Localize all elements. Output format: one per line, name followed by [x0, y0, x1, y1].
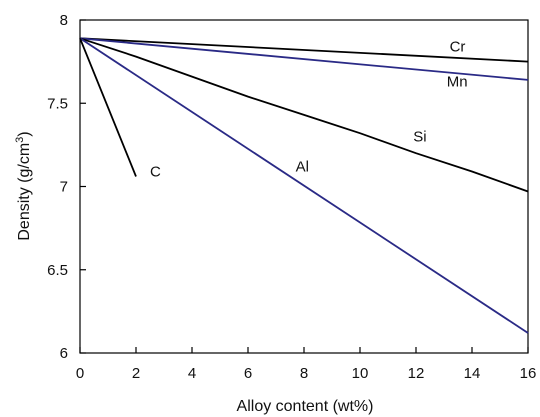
y-tick-label: 7: [60, 179, 68, 196]
x-axis-title: Alloy content (wt%): [237, 398, 374, 415]
x-tick-label: 16: [520, 365, 537, 382]
x-tick-label: 6: [244, 365, 252, 382]
x-tick-label: 12: [408, 365, 425, 382]
y-tick-label: 6: [60, 345, 68, 362]
series-label-c: C: [150, 164, 161, 181]
x-axis-ticks: 0 2 4 6 8 10 12 14 16: [76, 347, 537, 382]
x-tick-label: 2: [132, 365, 140, 382]
x-tick-label: 4: [188, 365, 196, 382]
series-label-si: Si: [413, 129, 426, 146]
y-axis-title-end: ): [16, 131, 33, 136]
series-label-al: Al: [296, 159, 309, 176]
series-line-cr: [79, 37, 529, 63]
series-labels: Cr Mn Si Al C: [150, 39, 468, 181]
series-label-cr: Cr: [450, 39, 466, 56]
y-axis-title-sup: 3: [14, 137, 26, 143]
series-label-mn: Mn: [447, 74, 468, 91]
y-axis-ticks: 6 6.5 7 7.5 8: [47, 12, 86, 362]
series-line-mn: [79, 37, 529, 81]
y-tick-label: 8: [60, 12, 68, 29]
x-tick-label: 14: [464, 365, 481, 382]
series-line-c: [79, 37, 137, 177]
y-tick-label: 7.5: [47, 95, 68, 112]
series-layer: [79, 37, 529, 334]
y-axis-title: Density (g/cm3): [14, 131, 33, 240]
series-line-al: [79, 37, 529, 334]
series-line-si: [79, 37, 529, 193]
x-tick-label: 8: [300, 365, 308, 382]
y-axis-title-main: Density (g/cm: [16, 143, 33, 241]
y-tick-label: 6.5: [47, 262, 68, 279]
x-tick-label: 10: [352, 365, 369, 382]
x-tick-label: 0: [76, 365, 84, 382]
